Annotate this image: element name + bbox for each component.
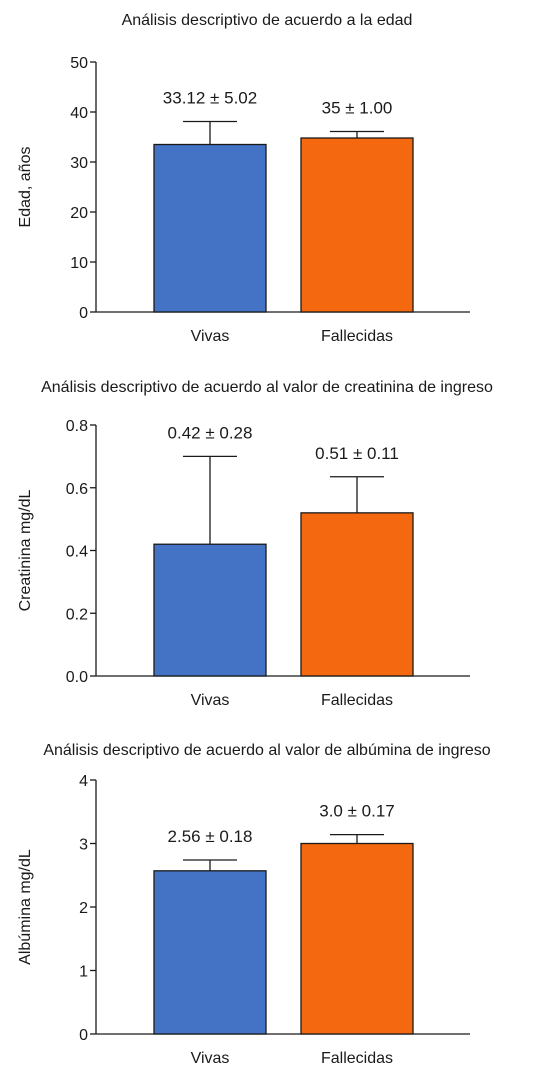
bar-fallecidas: [300, 512, 414, 677]
value-label: 35 ± 1.00: [322, 99, 393, 118]
x-tick-label: Vivas: [191, 1050, 230, 1067]
x-tick-label: Vivas: [191, 328, 230, 345]
y-tick-label: 1: [79, 964, 88, 981]
chart-1: Análisis descriptivo de acuerdo a la eda…: [17, 12, 470, 345]
y-tick-label: 0.0: [66, 669, 88, 686]
y-axis-label: Edad, años: [17, 147, 34, 228]
bar-vivas: [153, 870, 267, 1035]
y-tick-label: 50: [70, 55, 88, 72]
y-tick-label: 20: [70, 205, 88, 222]
y-tick-label: 0: [79, 1027, 88, 1044]
y-tick-label: 30: [70, 155, 88, 172]
value-label: 2.56 ± 0.18: [168, 827, 253, 846]
bar-fallecidas: [300, 137, 414, 313]
y-axis-label: Creatinina mg/dL: [17, 489, 34, 611]
value-label: 33.12 ± 5.02: [163, 89, 257, 108]
y-axis-label: Albúmina mg/dL: [17, 849, 34, 965]
bar-vivas: [153, 143, 267, 313]
y-tick-label: 10: [70, 255, 88, 272]
value-label: 3.0 ± 0.17: [319, 802, 395, 821]
chart-2: Análisis descriptivo de acuerdo al valor…: [17, 379, 493, 709]
y-tick-label: 0.6: [66, 481, 88, 498]
value-label: 0.51 ± 0.11: [315, 444, 399, 463]
x-tick-label: Vivas: [191, 692, 230, 709]
value-label: 0.42 ± 0.28: [168, 423, 253, 442]
x-tick-label: Fallecidas: [321, 328, 393, 345]
y-tick-label: 0.8: [66, 418, 88, 435]
y-tick-label: 2: [79, 900, 88, 917]
y-tick-label: 4: [79, 773, 88, 790]
y-tick-label: 3: [79, 837, 88, 854]
x-tick-label: Fallecidas: [321, 1050, 393, 1067]
y-tick-label: 0: [79, 305, 88, 322]
chart-3: Análisis descriptivo de acuerdo al valor…: [17, 742, 491, 1067]
chart-title: Análisis descriptivo de acuerdo a la eda…: [122, 12, 413, 29]
y-tick-label: 0.2: [66, 606, 88, 623]
y-tick-label: 0.4: [66, 544, 88, 561]
bar-vivas: [153, 543, 267, 677]
chart-title: Análisis descriptivo de acuerdo al valor…: [41, 379, 493, 396]
chart-title: Análisis descriptivo de acuerdo al valor…: [43, 742, 490, 759]
x-tick-label: Fallecidas: [321, 692, 393, 709]
y-tick-label: 40: [70, 105, 88, 122]
bar-fallecidas: [300, 842, 414, 1035]
